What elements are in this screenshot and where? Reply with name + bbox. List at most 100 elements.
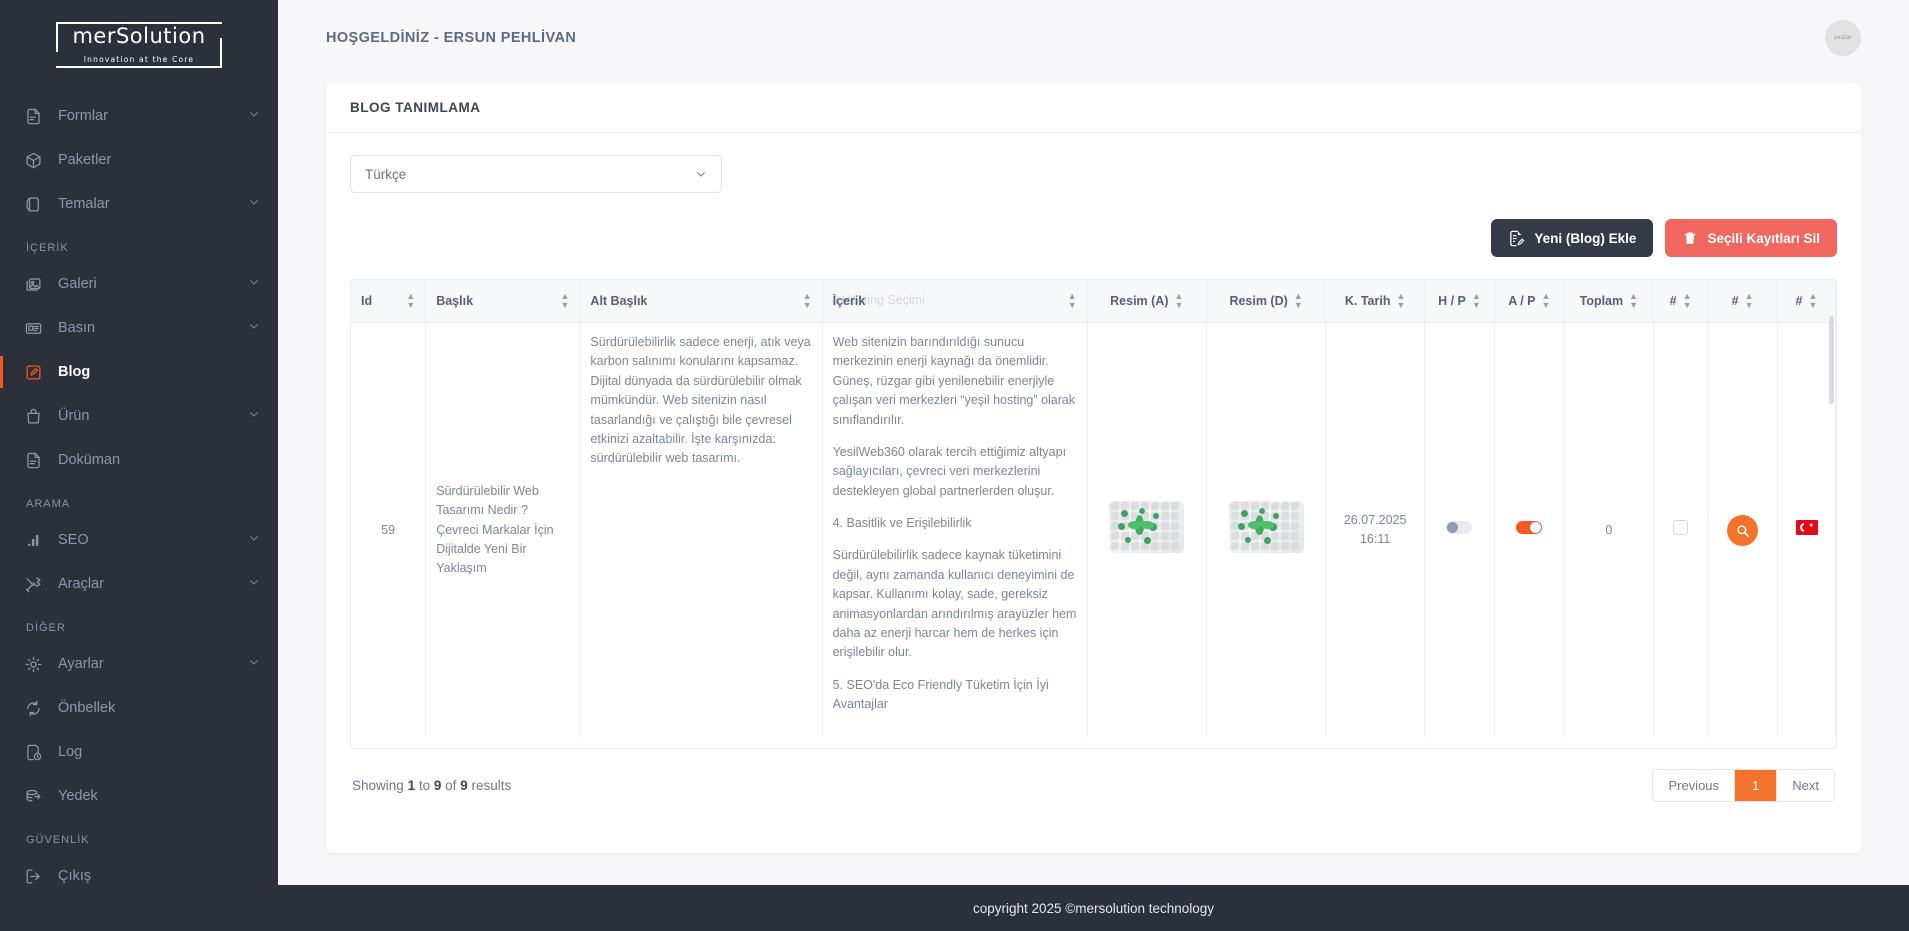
brand-tagline: Innovation at the Core <box>83 55 195 64</box>
sidebar-item-blog[interactable]: Blog <box>0 350 278 394</box>
cell-total: 0 <box>1564 322 1654 738</box>
column-header-label: A / P <box>1508 294 1536 308</box>
cell-select-checkbox <box>1653 322 1709 738</box>
chevron-down-icon[interactable] <box>248 108 260 124</box>
news-icon <box>24 319 50 338</box>
sort-icon[interactable]: ▲ ▼ <box>1067 291 1077 310</box>
sort-icon[interactable]: ▲ ▼ <box>1293 291 1303 310</box>
sidebar-item-paketler[interactable]: Paketler <box>0 138 278 182</box>
delete-selected-button[interactable]: Seçili Kayıtları Sil <box>1665 219 1837 257</box>
chevron-down-icon[interactable] <box>248 656 260 672</box>
cell-subtitle: Sürdürülebilirlik sadece enerji, atık ve… <box>579 322 823 738</box>
sidebar-item-log[interactable]: Log <box>0 730 278 774</box>
column-header-id[interactable]: Id ▲ ▼ <box>351 280 427 323</box>
edit-icon <box>24 363 50 382</box>
sidebar-item-yedek[interactable]: Yedek <box>0 774 278 818</box>
cell-active-toggle <box>1494 322 1565 738</box>
created-date: 26.07.2025 <box>1343 512 1407 527</box>
sort-icon[interactable]: ▲ ▼ <box>560 291 570 310</box>
sort-icon[interactable]: ▲ ▼ <box>1629 291 1639 310</box>
table-row[interactable]: 59 Sürdürülebilir Web Tasarımı Nedir ? Çe… <box>351 322 1836 738</box>
chevron-down-icon[interactable] <box>248 408 260 424</box>
sort-icon[interactable]: ▲ ▼ <box>1808 291 1818 310</box>
sidebar-item--r-n[interactable]: Ürün <box>0 394 278 438</box>
row-select-checkbox[interactable] <box>1673 519 1689 535</box>
sort-icon[interactable]: ▲ ▼ <box>1174 291 1184 310</box>
tr-flag-icon[interactable]: ★ <box>1795 519 1818 535</box>
column-header-toplam[interactable]: Toplam ▲ ▼ <box>1564 280 1654 323</box>
sort-icon[interactable]: ▲ ▼ <box>1682 291 1692 310</box>
sidebar-item--nbellek[interactable]: Önbellek <box>0 686 278 730</box>
pagination: Previous 1 Next <box>1652 769 1835 802</box>
cell-created-date: 26.07.2025 16:11 <box>1325 322 1426 738</box>
pagination-previous[interactable]: Previous <box>1653 770 1736 801</box>
column-header-label: H / P <box>1438 294 1466 308</box>
column-header-hash2[interactable]: # ▲ ▼ <box>1707 280 1779 323</box>
chevron-down-icon[interactable] <box>248 196 260 212</box>
showing-of-word: of <box>445 778 457 793</box>
column-header-icerik[interactable]: il Hosting Seçimi İçerik ▲ ▼ <box>822 280 1088 323</box>
content-paragraph: YesilWeb360 olarak tercih ettiğimiz alty… <box>832 444 1067 498</box>
showing-from: 1 <box>407 778 416 793</box>
sidebar-item-label: Doküman <box>58 452 121 468</box>
avatar[interactable]: avatar <box>1825 19 1861 56</box>
sidebar-section-title-arama: ARAMA <box>26 498 71 510</box>
sort-icon[interactable]: ▲ ▼ <box>1541 291 1551 310</box>
column-header-hash1[interactable]: # ▲ ▼ <box>1653 280 1709 323</box>
sidebar-item-dok-man[interactable]: Doküman <box>0 438 278 482</box>
column-header-resim_d[interactable]: Resim (D) ▲ ▼ <box>1206 280 1327 323</box>
active-toggle[interactable] <box>1516 520 1543 534</box>
cell-title: Sürdürülebilir Web Tasarımı Nedir ? Çevr… <box>425 322 581 738</box>
chevron-down-icon[interactable] <box>248 576 260 592</box>
sidebar-item-label: Önbellek <box>58 700 116 716</box>
chevron-down-icon[interactable] <box>248 532 260 548</box>
sidebar-item-temalar[interactable]: Temalar <box>0 182 278 226</box>
chevron-down-icon[interactable] <box>248 276 260 292</box>
brand-logo[interactable]: merSolution Innovation at the Core <box>0 0 278 94</box>
search-icon[interactable] <box>1727 514 1759 546</box>
sidebar-item-label: Blog <box>58 364 91 380</box>
table-header-row: Id ▲ ▼ Başlık ▲ ▼ Alt Başlık ▲ ▼ il Hosting Seçim… <box>351 280 1836 323</box>
image-icon <box>24 275 50 294</box>
sidebar-item-label: Galeri <box>58 276 97 292</box>
column-header-baslik[interactable]: Başlık ▲ ▼ <box>425 280 581 323</box>
sidebar-item-seo[interactable]: SEO <box>0 518 278 562</box>
pagination-next[interactable]: Next <box>1777 770 1834 801</box>
sidebar-item-galeri[interactable]: Galeri <box>0 262 278 306</box>
sort-icon[interactable]: ▲ ▼ <box>1471 291 1481 310</box>
column-header-label: Başlık <box>436 294 474 308</box>
sidebar-item-label: Ürün <box>58 408 90 424</box>
column-header-k_tarih[interactable]: K. Tarih ▲ ▼ <box>1325 280 1426 323</box>
column-header-alt_baslik[interactable]: Alt Başlık ▲ ▼ <box>579 280 823 323</box>
sidebar-item-ayarlar[interactable]: Ayarlar <box>0 642 278 686</box>
sidebar-nav: Formlar Paketler Temalar İÇERİK Galeri Basın B… <box>0 94 278 898</box>
language-select[interactable]: Türkçe <box>350 155 722 193</box>
column-header-h_p[interactable]: H / P ▲ ▼ <box>1424 280 1495 323</box>
sidebar-section-title-di̇ğer: DİĞER <box>26 622 66 634</box>
sidebar-item-ara-lar[interactable]: Araçlar <box>0 562 278 606</box>
pagination-page-1[interactable]: 1 <box>1735 770 1778 801</box>
column-header-hash3[interactable]: # ▲ ▼ <box>1777 280 1836 323</box>
cell-homepage-toggle <box>1424 322 1495 738</box>
sort-icon[interactable]: ▲ ▼ <box>406 291 416 310</box>
add-blog-button[interactable]: Yeni (Blog) Ekle <box>1491 219 1654 257</box>
column-header-resim_a[interactable]: Resim (A) ▲ ▼ <box>1087 280 1207 323</box>
sort-icon[interactable]: ▲ ▼ <box>1744 291 1754 310</box>
theme-icon <box>24 195 50 214</box>
column-header-label: Alt Başlık <box>590 294 648 308</box>
showing-to: 9 <box>433 778 442 793</box>
homepage-toggle[interactable] <box>1446 520 1473 534</box>
sidebar-item-formlar[interactable]: Formlar <box>0 94 278 138</box>
sidebar-item-bas-n[interactable]: Basın <box>0 306 278 350</box>
cell-content: Web sitenizin barındırıldığı sunucu merk… <box>822 322 1088 738</box>
page-title: BLOG TANIMLAMA <box>326 83 1861 133</box>
thumbnail-image-a[interactable] <box>1109 501 1185 553</box>
sidebar-item--k-[interactable]: Çıkış <box>0 854 278 898</box>
sort-icon[interactable]: ▲ ▼ <box>1396 291 1406 310</box>
sort-icon[interactable]: ▲ ▼ <box>802 291 812 310</box>
column-header-a_p[interactable]: A / P ▲ ▼ <box>1494 280 1565 323</box>
sidebar-item-label: Basın <box>58 320 96 336</box>
table-vertical-scrollbar[interactable] <box>1829 316 1834 404</box>
chevron-down-icon[interactable] <box>248 320 260 336</box>
thumbnail-image-d[interactable] <box>1228 501 1304 553</box>
